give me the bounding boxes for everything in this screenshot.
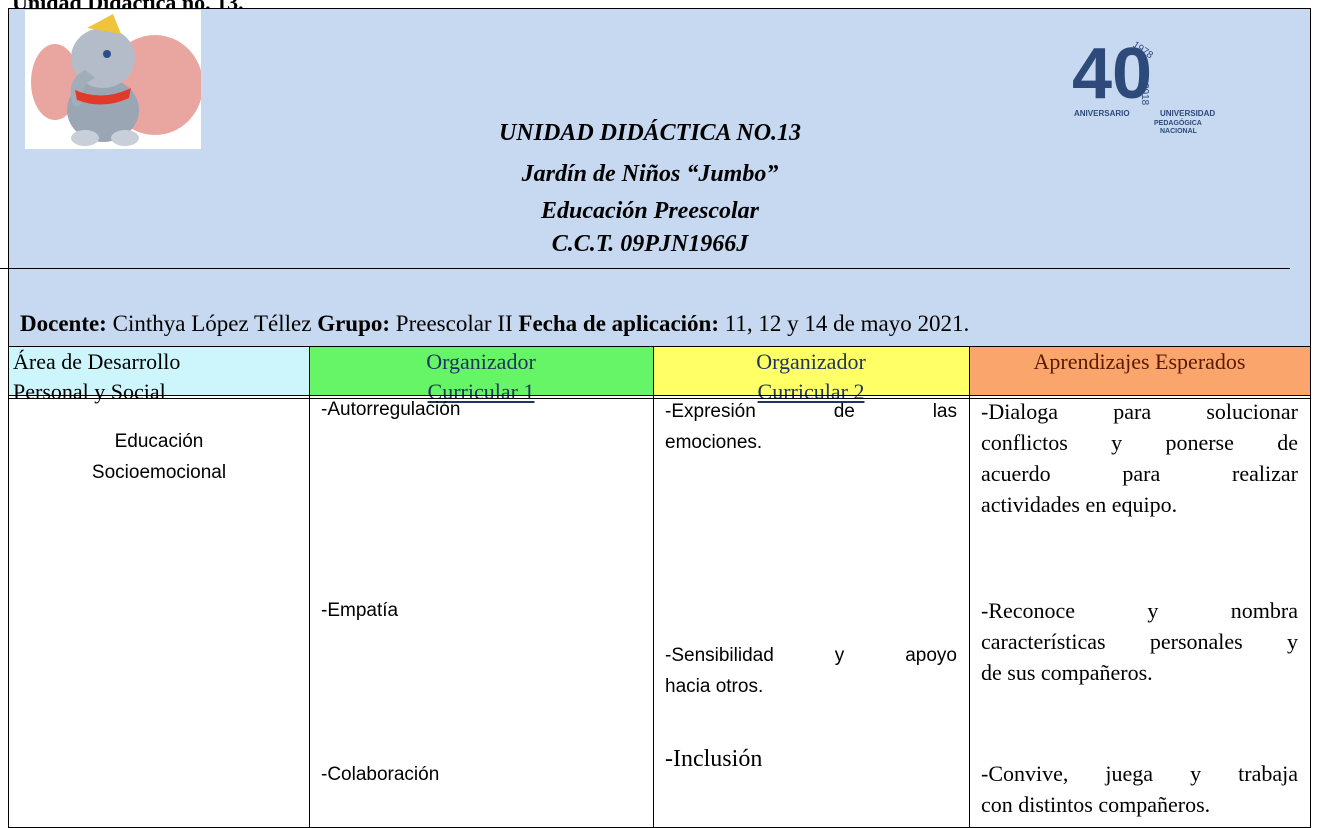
table: Área de Desarrollo Personal y Social Organ… bbox=[8, 346, 1311, 828]
header-line: UNIDAD DIDÁCTICA NO.13 bbox=[498, 120, 802, 146]
cell-text: emociones. bbox=[665, 432, 763, 453]
value: Cinthya López Téllez bbox=[112, 311, 312, 336]
header-text: Organizador bbox=[756, 349, 866, 374]
elephant-image bbox=[25, 10, 201, 149]
cell-item: -Expresión de las emociones. bbox=[665, 396, 957, 458]
cell-text: -Inclusión bbox=[665, 746, 763, 772]
label: Fecha de aplicación: bbox=[518, 311, 719, 336]
logo-text: NACIONAL bbox=[1160, 128, 1198, 135]
logo-text: ANIVERSARIO bbox=[1074, 109, 1130, 118]
header-text: Organizador bbox=[426, 349, 536, 374]
value: 11, 12 y 14 de mayo 2021. bbox=[724, 311, 970, 336]
cell-text: de sus compañeros. bbox=[981, 660, 1153, 685]
logo-number: 40 bbox=[1072, 34, 1152, 114]
cell-text: -Sensibilidad y apoyo bbox=[665, 645, 957, 666]
column-line bbox=[653, 347, 654, 827]
cell-text: -Dialoga para solucionar bbox=[981, 399, 1298, 424]
info-line: Docente: Cinthya López Téllez Grupo: Pre… bbox=[20, 311, 969, 337]
header-line: C.C.T. 09PJN1966J bbox=[551, 231, 749, 257]
cell-text: -Reconoce y nombra bbox=[981, 598, 1298, 623]
cell-item: Educación Socioemocional bbox=[21, 426, 297, 488]
header-cell: Aprendizajes Esperados bbox=[969, 347, 1310, 395]
cell-item: -Sensibilidad y apoyo hacia otros. bbox=[665, 640, 957, 702]
cell-text: Socioemocional bbox=[91, 462, 227, 483]
cell-item: -Inclusión bbox=[665, 746, 957, 773]
logo: 40 1978 2018 ANIVERSARIO UNIVERSIDAD PED… bbox=[1072, 34, 1215, 135]
logo-text: PEDAGÓGICA bbox=[1154, 118, 1202, 127]
cell-text: -Colaboración bbox=[321, 764, 440, 785]
header-text: Curricular 1 bbox=[427, 379, 535, 404]
cell-item: -Dialoga para solucionar conflictos y pon… bbox=[981, 396, 1298, 520]
header-cell: Organizador Curricular 2 bbox=[653, 347, 969, 404]
cell-text: Educación bbox=[114, 431, 204, 452]
header-text: Aprendizajes Esperados bbox=[1033, 349, 1246, 374]
cell-item: -Reconoce y nombra características person… bbox=[981, 595, 1298, 688]
header-box bbox=[8, 8, 1311, 347]
cell-item: -Empatía bbox=[321, 595, 641, 626]
cell-text: conflictos y ponerse de bbox=[981, 430, 1298, 455]
cell-text: -Convive, juega y trabaja bbox=[981, 761, 1298, 786]
divider bbox=[0, 268, 1290, 269]
cell-text: -Autorregulación bbox=[321, 399, 461, 420]
value: Preescolar II bbox=[395, 311, 513, 336]
header-text: Personal y Social bbox=[13, 379, 166, 404]
column-line bbox=[969, 347, 970, 827]
cell-item: -Convive, juega y trabaja con distintos c… bbox=[981, 758, 1298, 820]
cell-text: características personales y bbox=[981, 629, 1298, 654]
logo-text: UNIVERSIDAD bbox=[1160, 109, 1215, 118]
label: Docente: bbox=[20, 311, 107, 336]
cell-text: con distintos compañeros. bbox=[981, 792, 1211, 817]
header-text: Curricular 2 bbox=[757, 379, 865, 404]
cell-text: actividades en equipo. bbox=[981, 492, 1178, 517]
row-separator bbox=[9, 395, 1310, 399]
header-cell: Organizador Curricular 1 bbox=[309, 347, 653, 404]
header-line: Educación Preescolar bbox=[541, 198, 759, 224]
logo-year: 2018 bbox=[1139, 83, 1150, 106]
cell-text: acuerdo para realizar bbox=[981, 461, 1298, 486]
cell-text: -Expresión de las bbox=[665, 401, 957, 422]
cell-text: hacia otros. bbox=[665, 676, 764, 697]
header-line: Jardín de Niños “Jumbo” bbox=[521, 161, 779, 187]
header-cell: Área de Desarrollo Personal y Social bbox=[9, 347, 309, 404]
label: Grupo: bbox=[317, 311, 391, 336]
header-text: Área de Desarrollo bbox=[13, 349, 181, 374]
cell-text: -Empatía bbox=[321, 600, 399, 621]
cell-item: -Colaboración bbox=[321, 759, 641, 790]
column-line bbox=[309, 347, 310, 827]
cell-item: -Autorregulación bbox=[321, 394, 641, 425]
